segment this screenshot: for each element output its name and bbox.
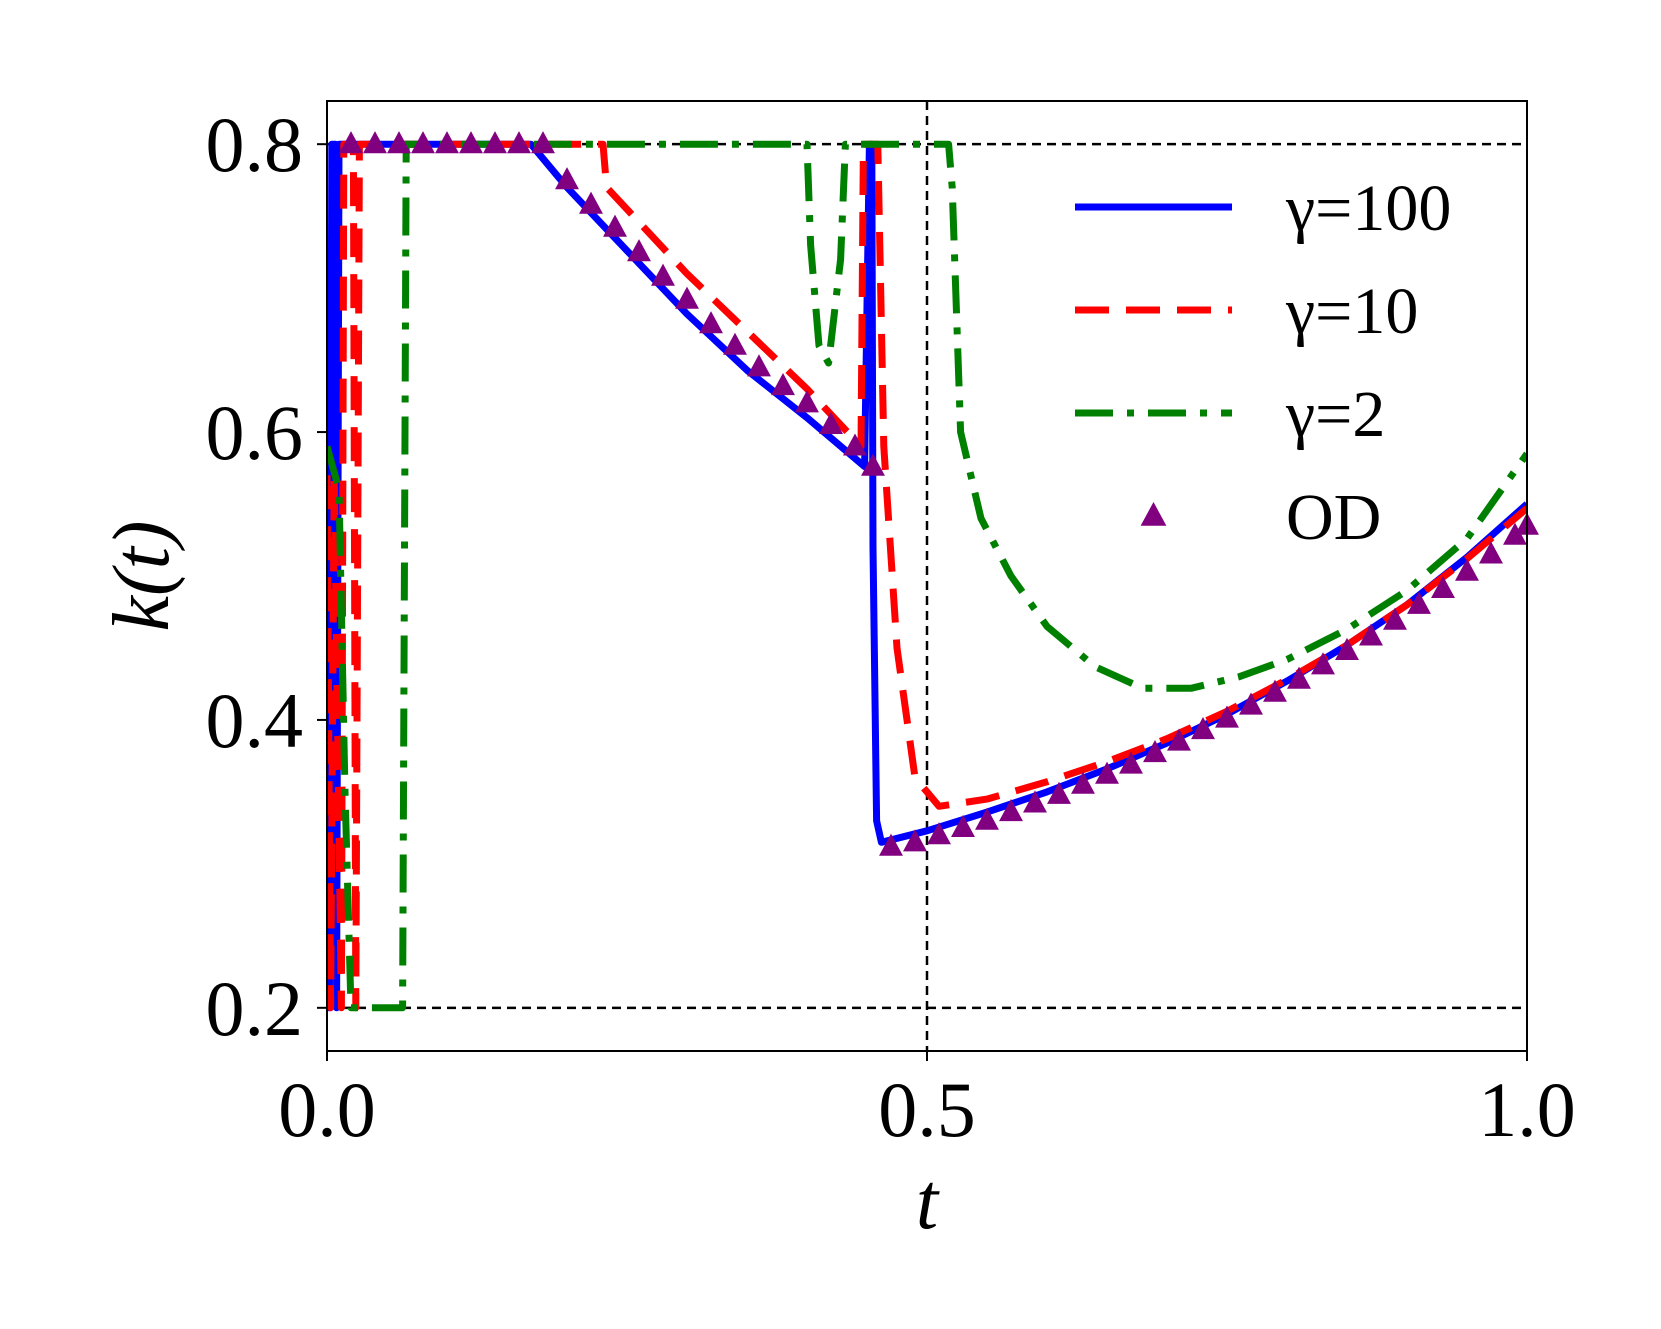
od-point-11 xyxy=(603,214,627,237)
x-axis-label: t xyxy=(916,1158,940,1246)
od-point-43 xyxy=(1359,623,1383,646)
od-point-9 xyxy=(555,167,579,190)
od-point-47 xyxy=(1455,558,1479,581)
y-tick-label-2: 0.6 xyxy=(206,389,304,476)
od-point-22 xyxy=(861,453,885,476)
od-point-49 xyxy=(1503,522,1527,545)
od-point-7 xyxy=(507,131,531,154)
od-point-45 xyxy=(1407,591,1431,614)
od-point-33 xyxy=(1119,751,1143,774)
legend: γ=100 γ=10 γ=2 OD xyxy=(1075,172,1451,554)
legend-entry-3: OD xyxy=(1140,481,1381,554)
legend-entry-2: γ=2 xyxy=(1075,378,1385,451)
y-tick-label-0: 0.2 xyxy=(206,965,304,1052)
od-point-15 xyxy=(699,311,723,334)
od-point-35 xyxy=(1167,728,1191,751)
od-point-27 xyxy=(975,807,999,830)
od-point-18 xyxy=(771,373,795,396)
series-od-markers xyxy=(339,131,1539,856)
od-point-34 xyxy=(1143,740,1167,763)
od-point-0 xyxy=(339,131,363,154)
od-point-8 xyxy=(531,131,555,154)
od-point-10 xyxy=(579,191,603,214)
od-point-44 xyxy=(1383,607,1407,630)
od-point-25 xyxy=(927,822,951,845)
legend-label-3: OD xyxy=(1286,481,1381,554)
legend-label-0: γ=100 xyxy=(1285,172,1451,245)
od-point-39 xyxy=(1263,679,1287,702)
tick-layer: 0.0 0.5 1.0 0.2 0.4 0.6 0.8 xyxy=(206,101,1576,1153)
od-point-1 xyxy=(363,131,387,154)
od-point-46 xyxy=(1431,575,1455,599)
legend-label-1: γ=10 xyxy=(1285,275,1418,348)
legend-entry-1: γ=10 xyxy=(1075,275,1418,348)
od-point-24 xyxy=(903,829,927,852)
od-point-31 xyxy=(1071,771,1095,794)
od-point-40 xyxy=(1287,666,1311,689)
legend-marker-od xyxy=(1140,502,1167,526)
od-point-5 xyxy=(459,131,483,154)
od-point-32 xyxy=(1095,761,1119,784)
y-axis-label: k(t) xyxy=(98,520,186,631)
od-point-19 xyxy=(795,390,819,413)
od-point-41 xyxy=(1311,652,1335,675)
od-point-20 xyxy=(819,411,843,434)
od-point-13 xyxy=(651,263,675,286)
y-tick-label-1: 0.4 xyxy=(206,677,304,764)
x-tick-label-0: 0.0 xyxy=(278,1066,376,1153)
od-point-16 xyxy=(723,332,747,355)
od-point-4 xyxy=(435,131,459,154)
od-point-3 xyxy=(411,131,435,154)
od-point-21 xyxy=(843,433,867,456)
y-tick-label-3: 0.8 xyxy=(206,101,304,188)
od-point-36 xyxy=(1191,717,1215,740)
series-line-2 xyxy=(327,140,1527,1012)
od-point-26 xyxy=(951,814,975,837)
od-point-6 xyxy=(483,131,507,154)
legend-entry-0: γ=100 xyxy=(1075,172,1451,245)
x-tick-label-2: 1.0 xyxy=(1478,1066,1576,1153)
od-point-37 xyxy=(1215,705,1239,728)
od-point-38 xyxy=(1239,692,1263,715)
od-point-29 xyxy=(1023,790,1047,813)
od-point-17 xyxy=(747,354,771,377)
od-point-42 xyxy=(1335,637,1359,660)
legend-label-2: γ=2 xyxy=(1285,378,1385,451)
od-point-28 xyxy=(999,799,1023,822)
od-point-14 xyxy=(675,286,699,309)
od-point-12 xyxy=(627,239,651,262)
od-point-48 xyxy=(1479,541,1503,564)
x-tick-label-1: 0.5 xyxy=(878,1066,976,1153)
od-point-2 xyxy=(387,131,411,154)
marker-layer xyxy=(339,131,1539,856)
od-point-30 xyxy=(1047,781,1071,804)
od-point-23 xyxy=(879,833,903,856)
